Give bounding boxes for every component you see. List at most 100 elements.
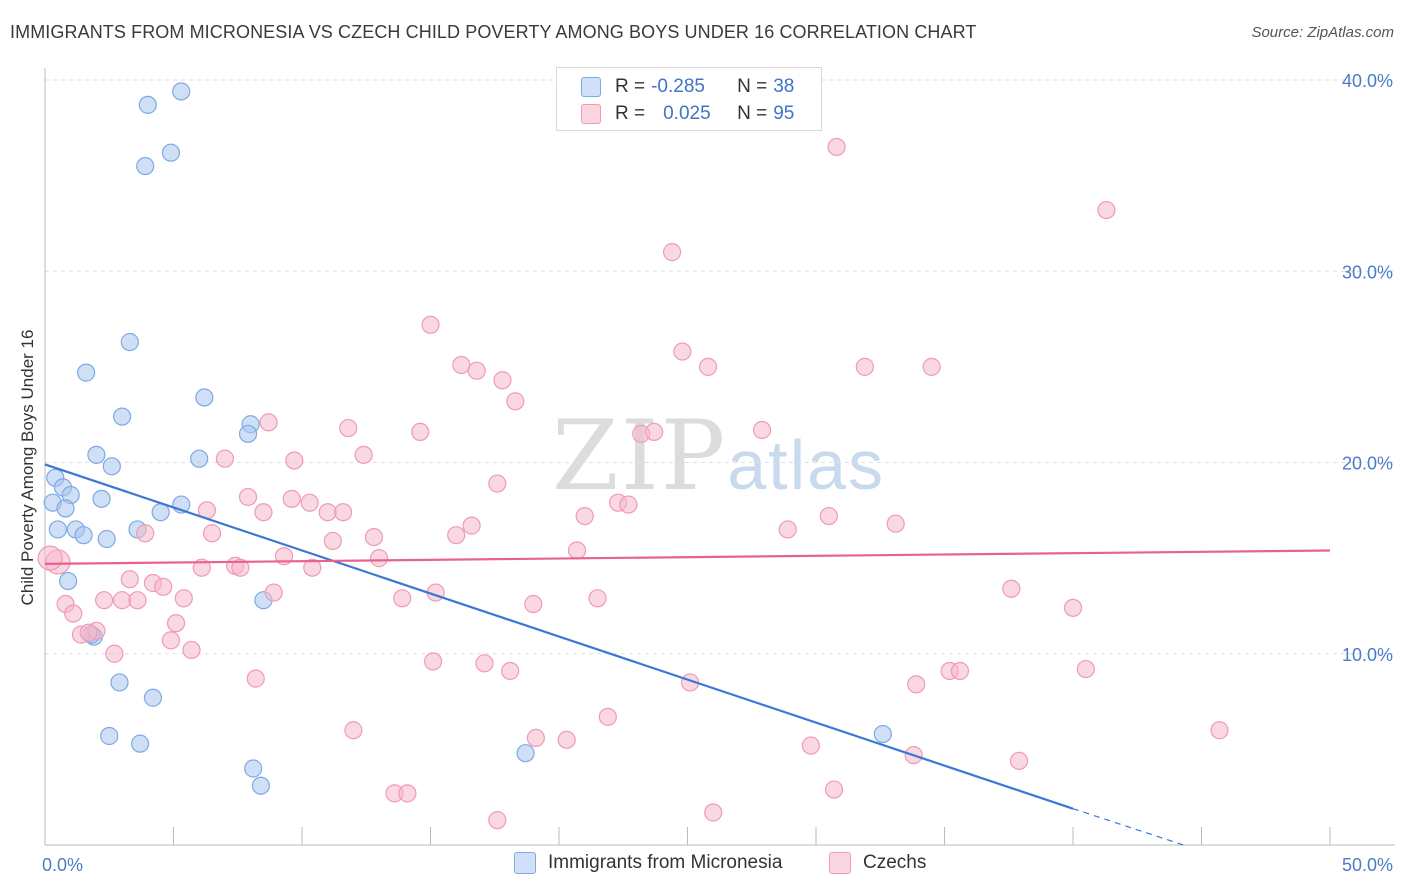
czechs-point — [354, 445, 373, 464]
micronesia-point — [138, 95, 157, 114]
czechs-point — [1076, 659, 1095, 679]
micronesia-trend-line — [44, 463, 1074, 810]
micronesia-point — [102, 457, 121, 476]
czechs-point — [588, 589, 607, 608]
czechs-point — [112, 591, 132, 610]
czechs-point — [370, 549, 389, 568]
czechs-point — [950, 661, 970, 681]
czechs-point — [567, 541, 587, 560]
czechs-point — [704, 803, 723, 822]
czechs-point — [778, 520, 797, 539]
legend-row-czechs: R = 0.025 N = 95 — [581, 102, 794, 126]
source-label: Source: ZipAtlas.com — [1251, 24, 1394, 41]
micronesia-point — [59, 571, 78, 591]
czechs-point — [182, 640, 201, 660]
czechs-point — [421, 315, 440, 334]
micronesia-point — [873, 724, 892, 744]
micronesia-point — [136, 156, 155, 176]
czechs-point — [215, 449, 234, 468]
micronesia-point — [130, 734, 150, 753]
stats-legend: R = -0.285 N = 38 R = 0.025 N = 95 — [556, 67, 822, 131]
chart-title: IMMIGRANTS FROM MICRONESIA VS CZECH CHIL… — [10, 22, 977, 42]
czechs-point — [488, 474, 507, 493]
legend-swatch-czechs — [581, 104, 601, 124]
czechs-point — [493, 371, 512, 390]
micronesia-point — [238, 424, 258, 443]
czechs-point — [285, 451, 304, 470]
czechs-point — [411, 422, 430, 441]
legend-row-micronesia: R = -0.285 N = 38 — [581, 75, 794, 99]
czechs-point — [488, 811, 507, 830]
czechs-point — [827, 137, 846, 157]
micronesia-point — [190, 449, 209, 468]
micronesia-point — [48, 520, 67, 539]
czechs-point — [128, 591, 147, 610]
czechs-point — [467, 361, 486, 380]
czechs-point — [95, 591, 114, 610]
x-tick-label: 50.0% — [1342, 855, 1393, 875]
czechs-point — [819, 506, 838, 526]
micronesia-point — [195, 388, 214, 407]
series-label-micronesia: Immigrants from Micronesia — [548, 852, 783, 873]
micronesia-point — [92, 489, 111, 508]
czechs-point — [452, 355, 471, 375]
czechs-point — [300, 493, 319, 512]
czechs-point — [318, 503, 337, 522]
czechs-point — [120, 570, 139, 589]
y-axis-label: Child Poverty Among Boys Under 16 — [18, 330, 37, 606]
micronesia-point — [112, 407, 132, 426]
czechs-trend-line — [44, 549, 1331, 565]
legend-swatch-micronesia — [581, 77, 601, 97]
czechs-point — [524, 594, 543, 614]
micronesia-point — [87, 445, 106, 464]
micronesia-trend-extension — [1072, 808, 1184, 846]
czechs-point — [423, 652, 443, 671]
czechs-point — [64, 604, 83, 623]
micronesia-point — [110, 673, 129, 692]
micronesia-point — [120, 332, 139, 352]
czechs-point — [922, 357, 941, 376]
micronesia-point — [143, 688, 163, 707]
czechs-point — [259, 413, 278, 432]
czechs-point — [1009, 751, 1029, 770]
legend-n-value: 95 — [773, 103, 795, 124]
watermark: ZIPatlas — [552, 400, 885, 512]
series-label-czechs: Czechs — [863, 852, 927, 873]
czechs-point — [105, 644, 124, 663]
series-legend-czechs[interactable]: Czechs — [829, 852, 926, 874]
czechs-point — [323, 531, 342, 551]
czechs-point — [174, 589, 193, 608]
czechs-point — [526, 728, 545, 748]
y-tick-label: 20.0% — [1342, 454, 1393, 474]
czechs-point — [303, 558, 322, 577]
czechs-point — [254, 503, 273, 522]
series-legend-micronesia[interactable]: Immigrants from Micronesia — [514, 852, 782, 874]
micronesia-point — [161, 143, 181, 162]
micronesia-point — [516, 744, 535, 763]
czechs-point — [398, 784, 417, 803]
czechs-point — [698, 357, 718, 376]
czechs-point — [662, 243, 682, 262]
micronesia-point — [100, 726, 119, 746]
micronesia-point — [56, 499, 75, 518]
czechs-point — [801, 736, 820, 755]
czechs-point — [619, 495, 638, 514]
series-legend: Immigrants from Micronesia Czechs — [0, 852, 1406, 878]
czechs-point — [1097, 200, 1116, 220]
watermark-atlas: atlas — [727, 426, 886, 504]
czechs-point — [339, 418, 358, 438]
czechs-point — [557, 730, 576, 749]
czechs-point — [575, 506, 594, 526]
czechs-point — [393, 589, 412, 608]
y-tick-label: 10.0% — [1342, 645, 1393, 665]
czechs-point — [598, 707, 617, 726]
czechs-point — [501, 661, 520, 681]
czechs-point — [475, 654, 494, 673]
x-tick-label: 0.0% — [42, 855, 83, 875]
czechs-point — [644, 422, 664, 441]
micronesia-point — [77, 363, 96, 382]
czechs-point — [462, 516, 481, 535]
micronesia-point — [251, 776, 270, 795]
legend-n-label: N = — [737, 76, 768, 97]
